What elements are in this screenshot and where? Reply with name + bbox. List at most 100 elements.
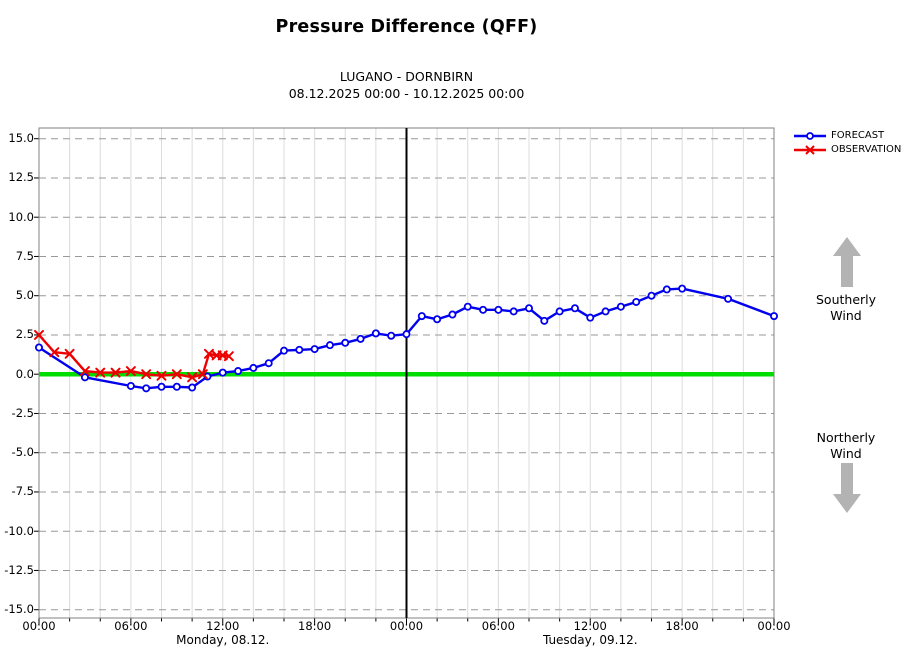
y-tick-label: 15.0 [8, 131, 34, 146]
y-tick-label: 2.5 [15, 327, 34, 342]
forecast-marker [525, 304, 534, 313]
forecast-marker [724, 294, 733, 303]
forecast-marker [234, 367, 243, 376]
y-tick-label: 12.5 [8, 170, 34, 185]
observation-marker [203, 348, 214, 359]
legend-item: OBSERVATION [793, 143, 901, 156]
forecast-marker [448, 310, 457, 319]
forecast-marker [417, 312, 426, 321]
forecast-marker [295, 345, 304, 354]
observation-marker [95, 367, 106, 378]
forecast-marker [647, 291, 656, 300]
forecast-marker [555, 307, 564, 316]
subtitle-station-pair: LUGANO - DORNBIRN [339, 69, 474, 84]
legend-x-marker-icon [794, 144, 826, 155]
forecast-marker [279, 346, 288, 355]
y-tick-label: 7.5 [15, 248, 34, 263]
forecast-marker [540, 316, 549, 325]
wind-label-line: Southerly [815, 292, 877, 307]
forecast-marker [157, 382, 166, 391]
observation-marker [156, 370, 167, 381]
forecast-marker [249, 363, 258, 372]
forecast-marker [678, 284, 687, 293]
y-tick-label: -15.0 [4, 602, 34, 617]
y-tick-label: -7.5 [11, 484, 34, 499]
forecast-marker [80, 373, 89, 382]
day-label: Monday, 08.12. [176, 633, 270, 647]
wind-label-line: Wind [830, 307, 862, 323]
wind-label-line: Northerly [816, 430, 876, 445]
y-tick-label: -5.0 [11, 445, 34, 460]
y-tick-label: 0.0 [15, 366, 34, 381]
y-tick-label: -10.0 [4, 523, 34, 538]
page-title: Pressure Difference (QFF) [275, 17, 538, 37]
day-label: Tuesday, 09.12. [542, 633, 638, 647]
forecast-marker [142, 384, 151, 393]
y-tick-label: -12.5 [4, 562, 34, 577]
x-tick-label: 06:00 [114, 619, 148, 633]
observation-marker [141, 369, 152, 380]
forecast-marker [310, 345, 319, 354]
x-tick-label: 18:00 [298, 619, 332, 633]
observation-marker [223, 351, 234, 362]
forecast-marker [325, 341, 334, 350]
legend-label: OBSERVATION [831, 144, 902, 155]
forecast-marker [218, 368, 227, 377]
northerly-wind-label: Northerly Wind [791, 430, 901, 461]
legend-circle-marker-icon [794, 131, 826, 140]
up-arrow-shape [833, 237, 861, 287]
forecast-marker [616, 302, 625, 311]
forecast-marker [662, 285, 671, 294]
forecast-marker [341, 338, 350, 347]
x-tick-label: 00:00 [757, 619, 791, 633]
forecast-marker [126, 381, 135, 390]
forecast-marker [586, 313, 595, 322]
forecast-marker [570, 304, 579, 313]
forecast-marker [172, 382, 181, 391]
forecast-marker [35, 343, 44, 352]
forecast-marker [632, 297, 641, 306]
forecast-marker [509, 307, 518, 316]
forecast-marker [387, 331, 396, 340]
legend: FORECAST OBSERVATION [793, 129, 901, 156]
observation-marker [64, 348, 75, 359]
forecast-marker [433, 315, 442, 324]
forecast-marker [770, 312, 779, 321]
observation-marker [34, 329, 44, 340]
observation-marker [171, 369, 182, 380]
down-arrow-shape [833, 463, 861, 513]
y-tick-label: 10.0 [8, 209, 34, 224]
forecast-marker [188, 383, 197, 392]
x-tick-label: 00:00 [22, 619, 56, 633]
forecast-marker [601, 307, 610, 316]
y-tick-label: 5.0 [15, 288, 34, 303]
x-tick-label: 00:00 [389, 619, 424, 633]
forecast-marker [356, 334, 365, 343]
observation-marker [110, 367, 121, 378]
observation-marker [49, 347, 60, 358]
legend-item: FORECAST [793, 129, 901, 142]
observation-marker [79, 366, 90, 377]
northerly-wind-down-arrow-icon [833, 463, 861, 513]
y-tick-label: -2.5 [11, 405, 34, 420]
subtitle-date-range: 08.12.2025 00:00 - 10.12.2025 00:00 [288, 86, 525, 101]
forecast-marker [371, 329, 380, 338]
forecast-marker [264, 359, 273, 368]
wind-label-line: Wind [830, 445, 862, 461]
x-tick-label: 12:00 [206, 619, 240, 633]
observation-marker [187, 372, 198, 383]
southerly-wind-label: Southerly Wind [791, 292, 901, 323]
observation-marker [125, 366, 136, 377]
observation-line [38, 334, 230, 379]
observation-marker [197, 369, 208, 380]
forecast-marker [402, 330, 411, 339]
forecast-marker [494, 305, 503, 314]
forecast-marker [463, 302, 472, 311]
x-tick-label: 12:00 [573, 619, 607, 633]
x-tick-label: 18:00 [665, 619, 699, 633]
forecast-marker [479, 305, 488, 314]
legend-label: FORECAST [831, 130, 885, 141]
x-tick-label: 06:00 [481, 619, 515, 633]
